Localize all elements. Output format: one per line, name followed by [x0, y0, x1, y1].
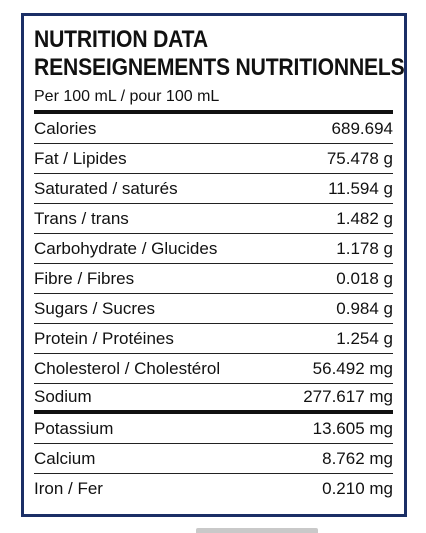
- nutrient-label: Fat / Lipides: [34, 148, 127, 168]
- nutrient-value: 1.482 g: [336, 208, 393, 228]
- nutrient-label: Calories: [34, 118, 97, 138]
- nutrient-row-carbohydrate: Carbohydrate / Glucides 1.178 g: [34, 234, 393, 264]
- nutrient-value: 0.210 mg: [322, 479, 393, 498]
- header-divider: [34, 110, 393, 114]
- nutrient-value: 277.617 mg: [303, 387, 393, 406]
- nutrient-row-fibre: Fibre / Fibres 0.018 g: [34, 264, 393, 294]
- nutrient-label: Trans / trans: [34, 208, 129, 228]
- nutrient-label: Sugars / Sucres: [34, 298, 155, 318]
- serving-size: Per 100 mL / pour 100 mL: [34, 88, 220, 105]
- nutrient-label: Potassium: [34, 418, 114, 438]
- nutrient-row-potassium: Potassium 13.605 mg: [34, 414, 393, 444]
- nutrient-row-protein: Protein / Protéines 1.254 g: [34, 324, 393, 354]
- nutrient-row-calcium: Calcium 8.762 mg: [34, 444, 393, 474]
- nutrient-value: 689.694: [331, 118, 393, 138]
- nutrient-row-sodium: Sodium 277.617 mg: [34, 384, 393, 414]
- nutrient-label: Iron / Fer: [34, 479, 103, 498]
- nutrient-row-trans: Trans / trans 1.482 g: [34, 204, 393, 234]
- nutrient-label: Sodium: [34, 387, 92, 406]
- nutrient-row-iron: Iron / Fer 0.210 mg: [34, 474, 393, 504]
- nutrient-label: Cholesterol / Cholestérol: [34, 358, 221, 378]
- nutrient-row-sugars: Sugars / Sucres 0.984 g: [34, 294, 393, 324]
- title-english: NUTRITION DATA: [34, 26, 208, 53]
- nutrient-label: Protein / Protéines: [34, 328, 174, 348]
- nutrient-value: 0.984 g: [336, 298, 393, 318]
- nutrient-label: Fibre / Fibres: [34, 268, 135, 288]
- nutrition-panel: NUTRITION DATA RENSEIGNEMENTS NUTRITIONN…: [21, 13, 407, 517]
- nutrition-content: NUTRITION DATA RENSEIGNEMENTS NUTRITIONN…: [34, 26, 405, 504]
- nutrient-value: 1.178 g: [336, 238, 393, 258]
- nutrient-value: 13.605 mg: [312, 418, 393, 438]
- nutrient-value: 8.762 mg: [322, 448, 393, 468]
- nutrient-label: Saturated / saturés: [34, 178, 178, 198]
- nutrient-value: 11.594 g: [328, 178, 393, 198]
- nutrient-row-saturated: Saturated / saturés 11.594 g: [34, 174, 393, 204]
- nutrient-row-cholesterol: Cholesterol / Cholestérol 56.492 mg: [34, 354, 393, 384]
- nutrient-row-fat: Fat / Lipides 75.478 g: [34, 144, 393, 174]
- nutrient-value: 56.492 mg: [312, 358, 393, 378]
- title-french: RENSEIGNEMENTS NUTRITIONNELS: [34, 54, 405, 81]
- nutrient-value: 75.478 g: [326, 148, 393, 168]
- nutrient-row-calories: Calories 689.694: [34, 114, 393, 144]
- nutrient-value: 1.254 g: [336, 328, 393, 348]
- bottom-edge-bar: [196, 528, 318, 533]
- nutrient-label: Carbohydrate / Glucides: [34, 238, 218, 258]
- nutrient-label: Calcium: [34, 448, 96, 468]
- nutrient-value: 0.018 g: [336, 268, 393, 288]
